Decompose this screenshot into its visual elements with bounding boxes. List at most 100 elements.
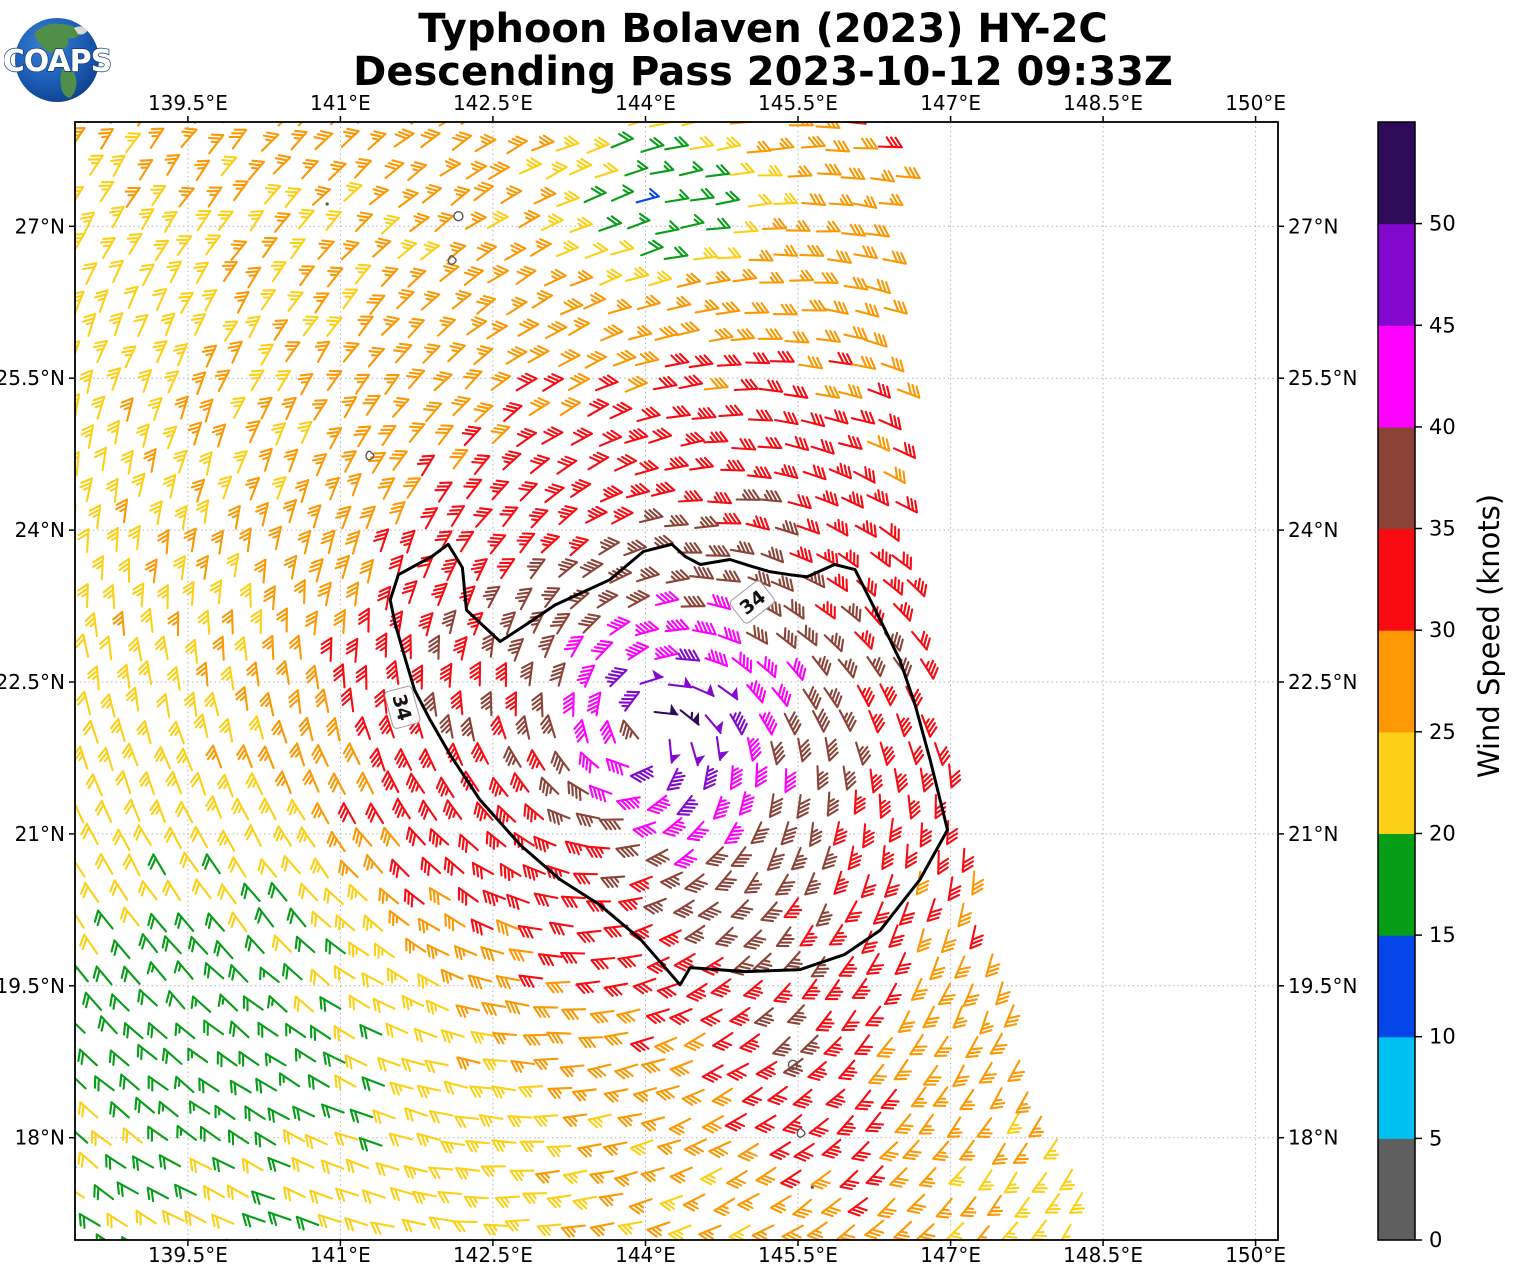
wind-barb <box>841 1009 860 1032</box>
wind-barb <box>548 921 574 936</box>
wind-barb <box>393 128 415 148</box>
wind-barb <box>663 246 689 260</box>
wind-barb <box>557 558 579 578</box>
wind-barb <box>602 1141 628 1157</box>
wind-barb <box>152 287 168 312</box>
wind-barb <box>334 1131 359 1146</box>
wind-barb <box>868 709 886 734</box>
wind-barb <box>689 136 715 151</box>
wind-barb <box>234 290 250 314</box>
wind-barb <box>782 1114 803 1134</box>
wind-barb <box>286 798 306 821</box>
wind-barb-pennant <box>731 686 738 701</box>
wind-barb <box>272 154 292 175</box>
wind-barb <box>664 352 690 368</box>
wind-barb <box>573 719 589 744</box>
wind-barb <box>750 821 770 845</box>
wind-barb <box>948 1165 967 1187</box>
wind-barb <box>821 1138 842 1159</box>
wind-barb <box>242 995 264 1012</box>
wind-barb <box>518 1085 544 1098</box>
wind-barb <box>82 262 98 285</box>
wind-barb <box>158 1154 182 1170</box>
wind-barb <box>823 1036 844 1057</box>
wind-barb <box>895 166 921 180</box>
wind-barb <box>518 481 538 502</box>
colorbar-tick-label: 30 <box>1429 618 1456 642</box>
lon-tick-label-bottom: 139.5°E <box>148 1243 228 1264</box>
wind-barb <box>94 852 114 875</box>
wind-barb <box>212 635 225 661</box>
wind-barb <box>865 1165 886 1186</box>
wind-barb <box>815 122 841 129</box>
wind-barb <box>260 131 280 152</box>
wind-barb <box>384 159 405 180</box>
wind-barb <box>766 847 785 871</box>
wind-barb <box>508 948 534 962</box>
wind-barb <box>276 607 288 633</box>
wind-barb <box>547 1086 573 1100</box>
wind-barb <box>838 383 863 399</box>
colorbar-tick-label: 15 <box>1429 923 1456 947</box>
wind-barb <box>945 1221 965 1240</box>
wind-barb <box>290 129 308 151</box>
wind-barb <box>547 1249 570 1261</box>
wind-barb <box>884 873 900 898</box>
wind-barb <box>405 772 426 794</box>
wind-barb <box>482 889 506 907</box>
wind-barb <box>571 1088 597 1102</box>
wind-barb <box>783 897 803 919</box>
wind-barb <box>875 1249 892 1264</box>
wind-barb <box>425 999 449 1015</box>
wind-barb <box>174 395 189 420</box>
wind-barb <box>655 220 680 235</box>
wind-barb <box>655 1085 680 1101</box>
wind-barb <box>165 770 183 795</box>
wind-barb <box>773 192 799 205</box>
wind-barb <box>838 1059 858 1081</box>
wind-barb <box>463 1195 489 1208</box>
wind-barb <box>706 270 731 285</box>
wind-barb <box>90 1130 112 1147</box>
wind-barb <box>43 853 59 873</box>
wind-barb <box>463 266 484 286</box>
wind-barb <box>372 997 396 1014</box>
wind-barb <box>283 1186 306 1202</box>
wind-barb <box>985 953 1001 978</box>
wind-barb <box>75 690 92 716</box>
wind-barb <box>809 821 823 847</box>
wind-barb <box>596 589 619 609</box>
contour-34kt <box>388 542 949 987</box>
wind-barb <box>394 748 413 771</box>
wind-barb <box>280 855 301 875</box>
wind-barb <box>560 1224 586 1238</box>
wind-barb <box>244 1105 266 1122</box>
wind-barb <box>838 434 863 450</box>
wind-barb <box>98 127 115 150</box>
wind-barb <box>227 1129 250 1146</box>
wind-barb <box>298 265 315 287</box>
wind-barb <box>626 589 651 608</box>
wind-barb <box>443 856 465 877</box>
wind-barb <box>540 714 557 739</box>
wind-barb <box>752 952 773 973</box>
wind-barb <box>92 965 113 986</box>
wind-barb <box>1060 1223 1074 1240</box>
wind-barb <box>362 914 384 932</box>
wind-barb <box>106 1212 128 1229</box>
wind-barb <box>42 1071 60 1087</box>
lat-tick-label-left: 18°N <box>15 1126 65 1150</box>
wind-barb <box>212 1156 235 1173</box>
wind-barb <box>654 644 679 661</box>
wind-barb <box>267 881 288 902</box>
wind-barb <box>733 220 759 234</box>
wind-barb <box>485 830 507 851</box>
wind-barb <box>744 302 770 314</box>
wind-barb <box>317 581 332 607</box>
wind-barb <box>504 1218 530 1232</box>
wind-barb <box>503 745 522 768</box>
wind-barb <box>354 158 372 179</box>
wind-barb <box>338 859 359 879</box>
wind-barb <box>218 717 234 743</box>
